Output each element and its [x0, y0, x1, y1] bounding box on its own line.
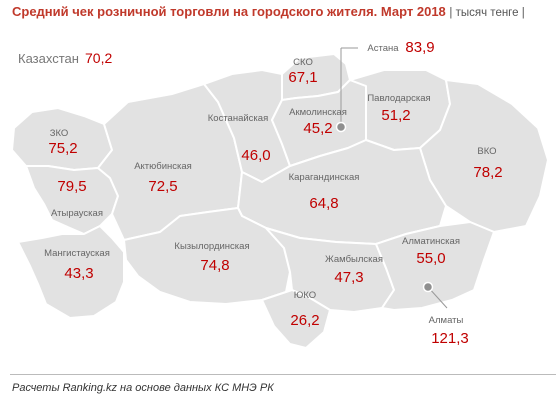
- city-marker-icon[interactable]: [422, 281, 434, 293]
- region-mangystau[interactable]: [17, 225, 125, 319]
- region-value-karaganda: 64,8: [309, 195, 338, 212]
- region-name-kostanay: Костанайская: [208, 113, 268, 124]
- region-name-mangystau: Мангистауская: [44, 248, 110, 259]
- region-value-zhambyl: 47,3: [334, 269, 363, 286]
- region-zhambyl[interactable]: [265, 227, 395, 313]
- region-name-zhambyl: Жамбылская: [325, 254, 383, 265]
- source-note: Расчеты Ranking.kz на основе данных КС М…: [12, 382, 274, 394]
- city-marker-icon[interactable]: [335, 121, 347, 133]
- region-value-kyzylorda: 74,8: [200, 257, 229, 274]
- region-name-zko: ЗКО: [50, 128, 69, 139]
- region-almaty[interactable]: [375, 221, 495, 311]
- region-value-almaty: 55,0: [416, 250, 445, 267]
- kazakhstan-value: 70,2: [85, 50, 113, 66]
- region-value-mangystau: 43,3: [64, 265, 93, 282]
- region-name-almaty: Алматинская: [402, 236, 460, 247]
- region-value-aktobe: 72,5: [148, 178, 177, 195]
- city-value-almaty: 121,3: [431, 330, 469, 347]
- region-value-atyrau: 79,5: [57, 178, 86, 195]
- region-name-vko: ВКО: [477, 146, 496, 157]
- unit-label: | тысяч тенге |: [449, 7, 525, 19]
- region-name-yuko: ЮКО: [294, 290, 316, 301]
- region-value-pavlodar: 51,2: [381, 107, 410, 124]
- region-value-vko: 78,2: [473, 164, 502, 181]
- city-name-almaty: Алматы: [429, 315, 464, 326]
- region-yuko[interactable]: [261, 289, 331, 349]
- kazakhstan-label: Казахстан: [18, 51, 79, 66]
- region-zko[interactable]: [11, 107, 113, 171]
- region-name-atyrau: Атырауская: [51, 208, 103, 219]
- city-name-astana: Астана: [367, 43, 399, 54]
- region-name-karaganda: Карагандинская: [289, 172, 360, 183]
- title-text: Средний чек розничной торговли на городс…: [12, 4, 446, 19]
- region-atyrau[interactable]: [25, 165, 119, 235]
- region-value-zko: 75,2: [48, 140, 77, 157]
- region-value-sko: 67,1: [288, 69, 317, 86]
- region-name-aktobe: Актюбинская: [134, 161, 192, 172]
- region-value-kostanay: 46,0: [241, 147, 270, 164]
- city-value-astana: 83,9: [405, 39, 434, 56]
- region-value-akmola: 45,2: [303, 120, 332, 137]
- region-name-sko: СКО: [293, 57, 313, 68]
- chart-title: Средний чек розничной торговли на городс…: [12, 4, 525, 19]
- region-name-kyzylorda: Кызылординская: [174, 241, 249, 252]
- footer-divider: [10, 374, 556, 375]
- region-name-akmola: Акмолинская: [289, 107, 347, 118]
- region-value-yuko: 26,2: [290, 312, 319, 329]
- region-name-pavlodar: Павлодарская: [367, 93, 430, 104]
